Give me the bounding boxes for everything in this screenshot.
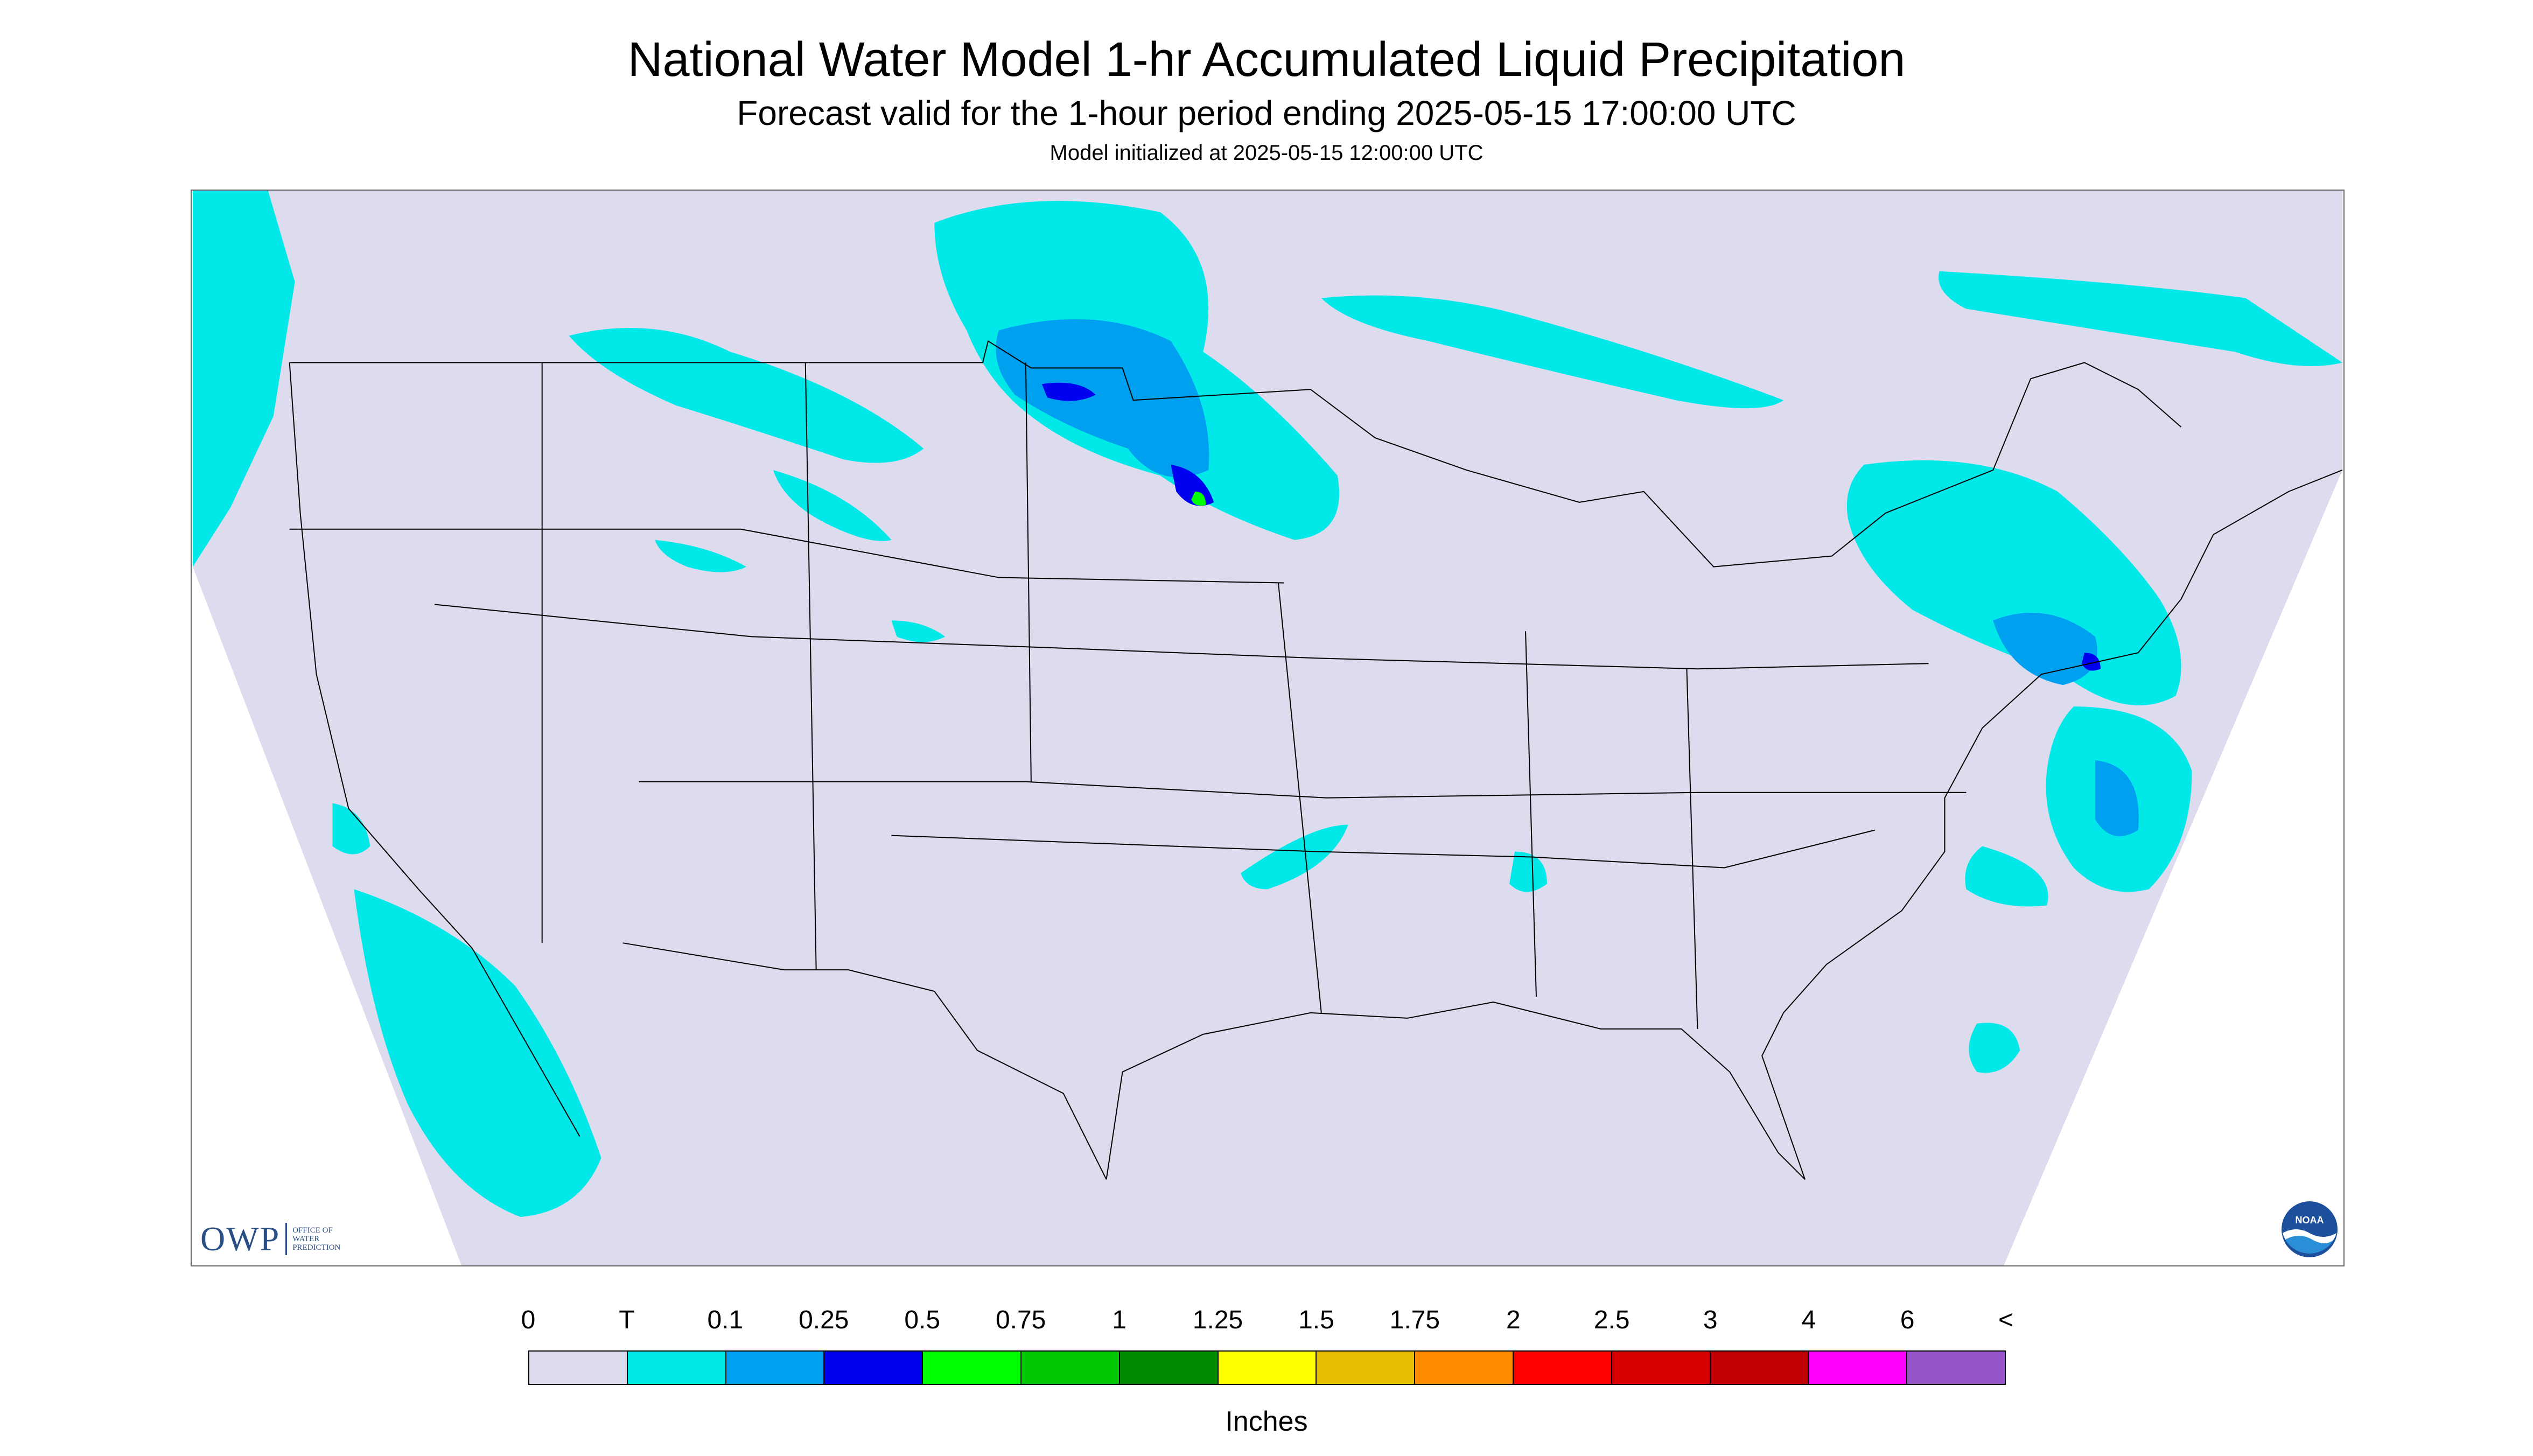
state-line-ns-2	[434, 604, 1929, 670]
precip-light-areas	[996, 319, 2139, 836]
legend-swatch	[627, 1352, 726, 1384]
precip-heavy-areas	[1041, 382, 2101, 671]
legend-tick-label: 0.1	[707, 1306, 744, 1334]
state-line-ew-6	[1686, 669, 1698, 1029]
legend-swatch	[1317, 1352, 1416, 1384]
precip-alabama-band	[1509, 851, 1547, 892]
precip-northeast-core	[1993, 612, 2097, 685]
precip-nj-moderate	[2081, 653, 2101, 671]
legend-tick-label: 0.25	[799, 1306, 849, 1334]
legend-tick-label: 3	[1703, 1306, 1718, 1334]
legend-swatch	[1907, 1352, 2005, 1384]
precipitation-map[interactable]	[191, 190, 2345, 1266]
state-line-ew-2	[804, 362, 817, 970]
legend-tick-label: 1.5	[1298, 1306, 1334, 1334]
legend-swatch	[1513, 1352, 1612, 1384]
precip-minnesota-heavy	[1191, 491, 1206, 506]
forecast-valid-subtitle: Forecast valid for the 1-hour period end…	[737, 94, 1796, 132]
legend-tick-label: 1.75	[1389, 1306, 1440, 1334]
legend-swatch	[1415, 1352, 1514, 1384]
state-line-ew-4	[1277, 583, 1322, 1013]
owp-logo: OWP OFFICE OF WATER PREDICTION	[200, 1219, 340, 1259]
west-coast	[289, 362, 580, 1137]
legend-swatch	[923, 1352, 1021, 1384]
legend-tick-label: 1	[1112, 1306, 1126, 1334]
legend-tick-label: T	[619, 1306, 635, 1334]
legend-tick-label: 0.75	[995, 1306, 1046, 1334]
noaa-logo: NOAA	[2282, 1201, 2338, 1257]
precip-montana-streak	[773, 470, 892, 541]
legend-tick-label: 0.5	[904, 1306, 941, 1334]
legend-tick-label: 2	[1506, 1306, 1521, 1334]
precip-oklahoma-band	[1241, 824, 1348, 890]
owp-logo-text: OWP	[200, 1220, 281, 1258]
precip-quebec-band	[1939, 271, 2342, 367]
state-line-ew-3	[1025, 362, 1032, 782]
precip-wyoming-cells	[891, 620, 946, 642]
legend-swatch	[1119, 1352, 1219, 1384]
precip-northeast	[1846, 460, 2181, 705]
owp-logo-subtext: OFFICE OF WATER PREDICTION	[292, 1226, 341, 1252]
state-line-ns-3	[639, 781, 1967, 799]
precip-northern-rockies	[569, 327, 924, 463]
legend-swatch	[1612, 1352, 1711, 1384]
legend-colorbar	[528, 1350, 2006, 1385]
model-init-caption: Model initialized at 2025-05-15 12:00:00…	[1049, 141, 1484, 165]
legend-swatch	[1021, 1352, 1120, 1384]
legend-swatch	[726, 1352, 825, 1384]
precip-carolina-offshore	[1965, 846, 2048, 907]
legend-tick-label: <	[1998, 1306, 2014, 1334]
precip-socal-offshore	[332, 803, 370, 855]
gulf-coast	[1105, 1001, 1806, 1180]
legend-swatch	[824, 1352, 923, 1384]
legend-tick-label: 1.25	[1192, 1306, 1243, 1334]
east-coast	[1761, 470, 2343, 1180]
precip-offshore-core	[2095, 760, 2139, 836]
owp-logo-divider	[285, 1223, 288, 1255]
legend-units-label: Inches	[1225, 1406, 1308, 1437]
precip-atlantic-cell	[1969, 1023, 2020, 1073]
state-line-ns-1	[289, 528, 1284, 584]
legend-swatch	[529, 1352, 628, 1384]
noaa-logo-text: NOAA	[2296, 1215, 2324, 1226]
legend-swatch	[1710, 1352, 1809, 1384]
us-canada-border	[289, 340, 2182, 568]
precip-dakota-moderate	[1041, 382, 1096, 401]
precip-ontario-band	[1321, 295, 1784, 409]
model-domain	[193, 191, 2342, 1265]
precip-dakota-core	[996, 319, 1209, 478]
us-mexico-border	[622, 942, 1107, 1180]
legend-tick-label: 0	[521, 1306, 536, 1334]
legend-tick-label: 2.5	[1593, 1306, 1630, 1334]
legend-swatch	[1809, 1352, 1908, 1384]
legend-tick-label: 6	[1900, 1306, 1915, 1334]
legend-swatch	[1218, 1352, 1317, 1384]
map-boundaries	[289, 340, 2343, 1180]
state-line-ew-5	[1525, 631, 1537, 997]
legend-tick-label: 4	[1801, 1306, 1816, 1334]
map-title: National Water Model 1-hr Accumulated Li…	[627, 33, 1906, 87]
precip-idaho-band	[655, 540, 746, 572]
precip-baja-pacific	[354, 889, 601, 1217]
state-line-ns-4	[891, 829, 1875, 869]
precip-pacific-northwest	[193, 191, 295, 567]
